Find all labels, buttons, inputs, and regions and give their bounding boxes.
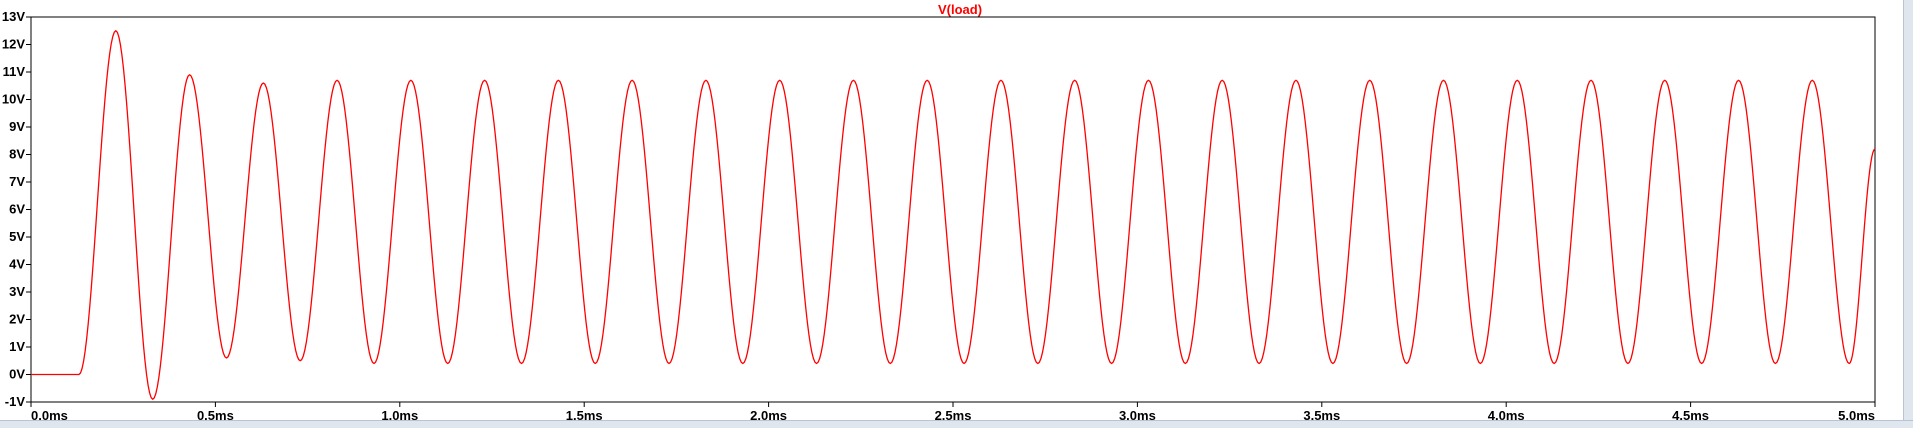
x-tick-label: 2.5ms <box>935 408 972 420</box>
y-tick-label: 3V <box>9 284 25 299</box>
x-axis: 0.0ms 0.5ms 1.0ms 1.5ms 2.0ms 2.5ms 3.0ms 3.5ms… <box>30 402 1876 420</box>
y-tick-label: 12V <box>2 37 25 52</box>
y-tick-label: 7V <box>9 174 25 189</box>
y-tick-label: 2V <box>9 312 25 327</box>
y-tick-label: 1V <box>9 339 25 354</box>
x-tick-label: 5.0ms <box>1838 408 1875 420</box>
plot-title-v-load[interactable]: V(load) <box>938 2 982 17</box>
plot-area-frame <box>30 16 1876 403</box>
x-tick-label: 2.0ms <box>750 408 787 420</box>
x-tick-label: 0.0ms <box>31 408 68 420</box>
window-bottom-border <box>0 420 1913 428</box>
y-tick-label: 6V <box>9 202 25 217</box>
x-tick-label: 4.0ms <box>1488 408 1525 420</box>
y-tick-label: 10V <box>2 92 25 107</box>
x-tick-label: 4.5ms <box>1672 408 1709 420</box>
y-tick-label: 4V <box>9 257 25 272</box>
y-axis: -1V 0V 1V 2V 3V 4V 5V 6V 7V 8V 9V 10V 11V 12V 13V <box>2 9 31 409</box>
y-tick-label: 9V <box>9 119 25 134</box>
x-tick-label: 3.0ms <box>1119 408 1156 420</box>
window-right-border <box>1903 0 1913 427</box>
x-tick-label: 1.0ms <box>381 408 418 420</box>
y-tick-label: -1V <box>5 394 26 409</box>
y-tick-label: 11V <box>3 64 26 79</box>
x-tick-label: 0.5ms <box>197 408 234 420</box>
y-tick-label: 0V <box>9 367 25 382</box>
x-tick-label: 3.5ms <box>1303 408 1340 420</box>
y-tick-label: 5V <box>9 229 25 244</box>
y-tick-label: 8V <box>9 147 25 162</box>
trace-line-v-load[interactable] <box>31 30 1876 400</box>
waveform-plot[interactable]: V(load) -1V 0V 1V 2V 3V 4V 5V 6V 7V 8V 9V 10V 11V 12V… <box>0 0 1903 420</box>
trace-layer <box>31 30 1876 400</box>
y-tick-label: 13V <box>2 9 25 24</box>
x-tick-label: 1.5ms <box>566 408 603 420</box>
